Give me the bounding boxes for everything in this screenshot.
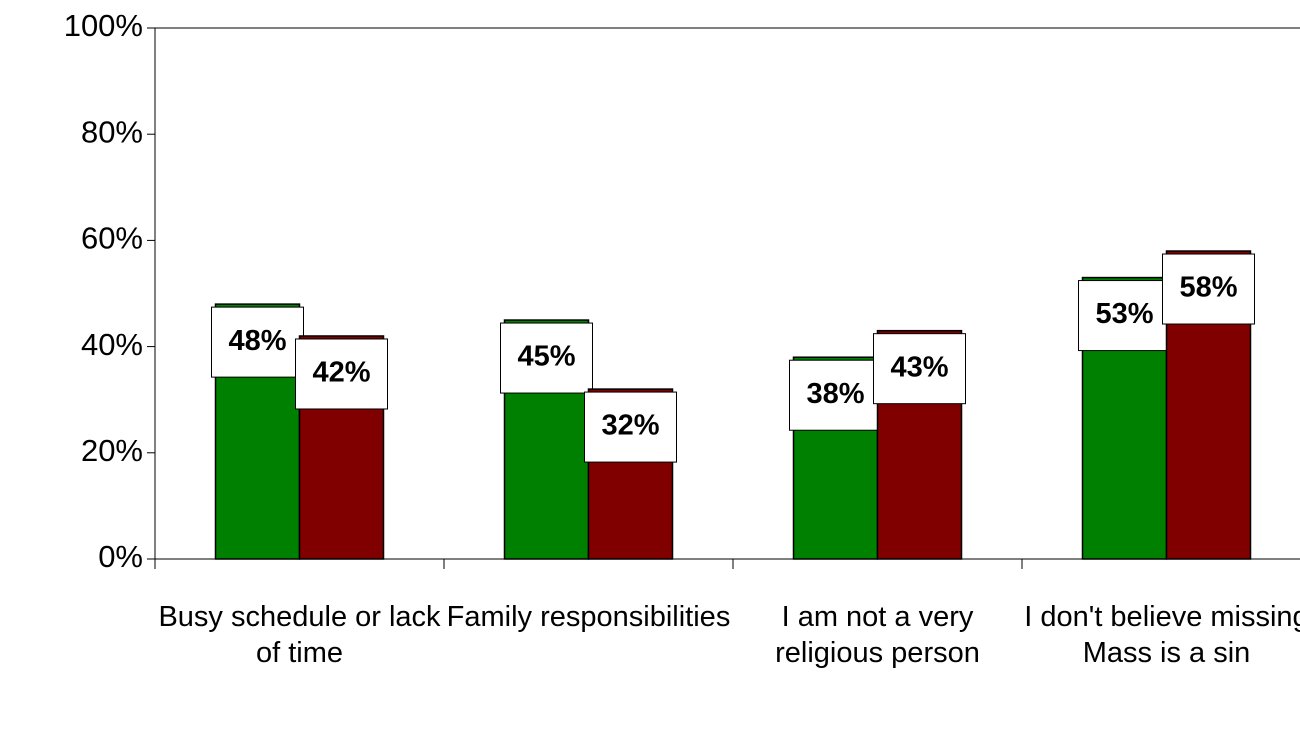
y-tick-label: 60% [81, 221, 143, 256]
value-label-box [1162, 253, 1255, 325]
x-tick-label-box: I don't believe missing Mass is a sin [1024, 601, 1300, 669]
value-label: 43% [890, 351, 948, 383]
value-label-box [211, 306, 304, 378]
value-label: 42% [312, 357, 370, 389]
x-tick-label: Family responsibilities [446, 601, 731, 633]
value-label-box [873, 333, 966, 405]
value-label: 53% [1095, 298, 1153, 330]
value-label-box [1078, 280, 1171, 352]
x-tick-label: I don't believe missing Mass is a sin [1024, 601, 1300, 669]
value-label: 58% [1179, 272, 1237, 304]
x-tick-label: Busy schedule or lack of time [158, 601, 441, 669]
x-tick-label-box: I am not a very religious person [775, 601, 980, 669]
y-tick-label: 20% [81, 433, 143, 468]
y-tick-label: 40% [81, 327, 143, 362]
y-tick-label: 0% [98, 539, 143, 574]
y-tick-label: 100% [64, 8, 143, 43]
value-label-box [295, 338, 388, 410]
y-tick-label: 80% [81, 114, 143, 149]
value-label: 32% [601, 410, 659, 442]
value-label-box [789, 359, 882, 431]
value-label: 48% [228, 325, 286, 357]
x-tick-label-box: Family responsibilities [446, 601, 731, 633]
value-label: 45% [517, 341, 575, 373]
value-label-box [500, 322, 593, 394]
value-label: 38% [806, 378, 864, 410]
value-label-box [584, 391, 677, 463]
x-tick-label: I am not a very religious person [775, 601, 980, 669]
x-tick-label-box: Busy schedule or lack of time [158, 601, 441, 669]
